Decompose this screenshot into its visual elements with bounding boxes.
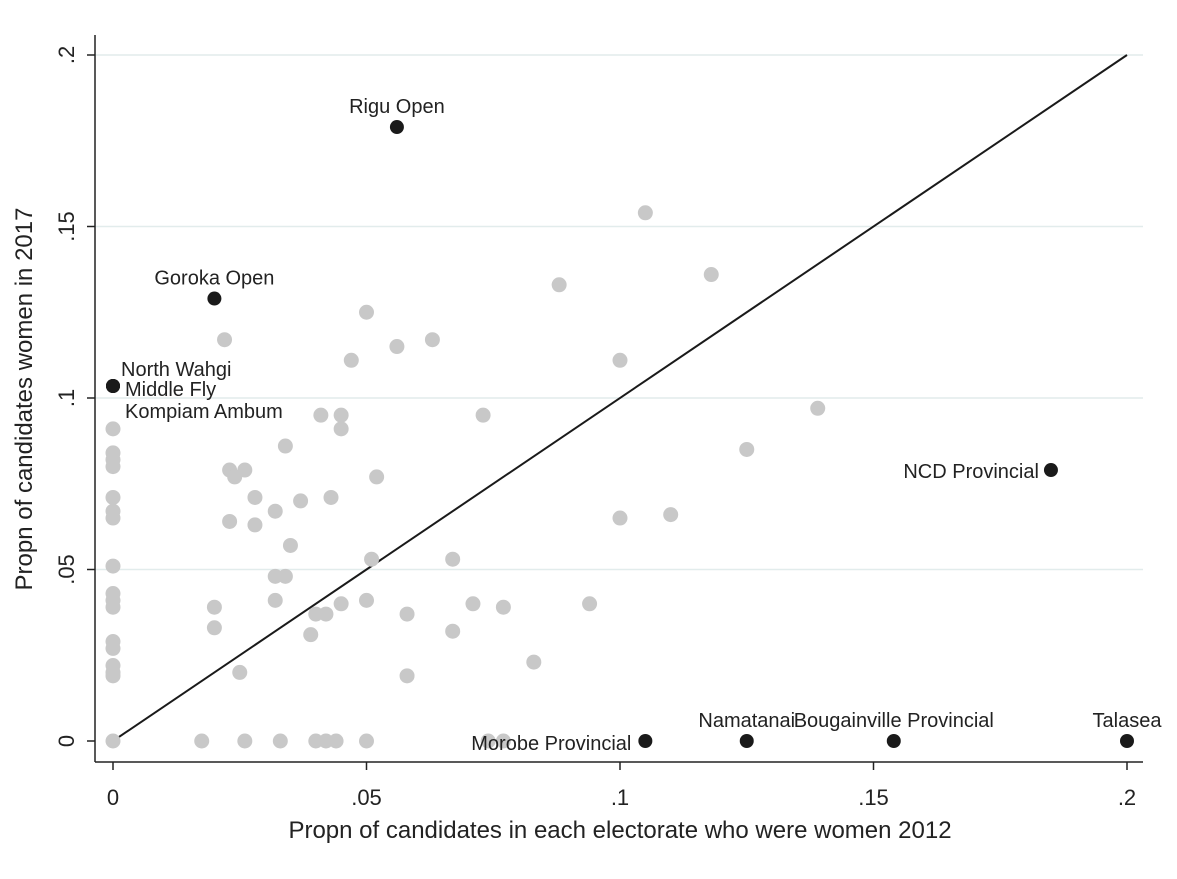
point-label-middle-fly: Middle Fly [125,379,216,401]
data-point-41 [318,606,334,622]
data-point-48 [343,352,359,368]
labeled-point-rigu-open [389,120,404,135]
data-point-66 [551,277,567,293]
point-label-rigu-open: Rigu Open [349,96,445,118]
data-point-55 [399,606,415,622]
x-axis-title: Propn of candidates in each electorate w… [288,817,951,844]
points-group [105,120,1134,749]
data-point-37 [303,627,319,643]
data-point-73 [739,441,755,457]
data-point-22 [222,513,238,529]
data-point-6 [105,510,121,526]
data-point-43 [323,489,339,505]
data-point-65 [526,654,542,670]
data-point-72 [703,267,719,283]
y-tick-label-2: .1 [54,389,79,407]
data-point-69 [612,510,628,526]
data-point-26 [237,733,253,749]
data-point-50 [359,592,374,608]
data-point-47 [333,596,349,612]
labeled-point-goroka-open [207,291,222,306]
data-point-16 [105,733,121,749]
x-tick-label-1: .05 [351,785,382,810]
data-point-33 [277,438,293,454]
reference-line [112,54,1128,742]
data-point-36 [293,493,309,509]
point-label-namatanai: Namatanai [698,710,795,732]
data-point-59 [445,623,461,639]
point-label-goroka-open: Goroka Open [154,268,274,290]
y-tick-label-4: .2 [54,46,79,64]
data-point-35 [282,537,298,553]
data-point-25 [237,462,253,478]
point-label-ncd-provincial: NCD Provincial [903,461,1039,483]
data-point-12 [105,640,121,656]
labeled-point-ncd-provincial [1043,463,1058,478]
x-tick-label-2: .1 [611,785,629,810]
x-tick-label-3: .15 [858,785,889,810]
data-point-74 [810,400,826,416]
point-label-north-wahgi: North Wahgi [121,359,231,381]
data-point-68 [612,352,628,368]
point-label-talasea: Talasea [1093,710,1163,732]
data-point-40 [313,407,329,423]
x-tick-label-4: .2 [1118,785,1136,810]
y-tick-label-3: .15 [54,211,79,242]
data-point-10 [105,599,121,615]
data-point-24 [232,664,248,680]
data-point-19 [206,620,222,636]
data-point-32 [272,733,288,749]
labeled-point-kompiam-ambum [106,378,120,393]
point-label-morobe-provincial: Morobe Provincial [471,733,631,755]
labeled-point-morobe-provincial [638,734,653,748]
point-label-bougainville-provincial: Bougainville Provincial [794,710,994,732]
data-point-60 [465,596,481,612]
data-point-63 [495,599,511,615]
data-point-67 [582,596,598,612]
labeled-point-namatanai [739,734,754,748]
data-point-70 [637,205,653,221]
data-point-18 [206,599,222,615]
data-point-20 [217,332,233,348]
data-point-45 [333,407,349,423]
data-point-0 [105,421,121,437]
grid-lines [95,54,1143,571]
data-point-28 [247,517,263,533]
data-point-64 [495,733,511,749]
data-point-7 [105,558,121,574]
data-point-15 [105,668,121,684]
data-point-71 [663,507,679,523]
data-point-17 [194,733,210,749]
data-point-27 [247,489,263,505]
data-point-4 [105,489,121,505]
axes: 0 .05 .1 .15 .2 0 .05 .1 .15 .2 [54,35,1143,810]
data-point-31 [267,592,283,608]
data-point-52 [364,551,380,567]
data-point-34 [277,568,293,584]
data-point-62 [480,733,496,749]
data-point-61 [475,407,491,423]
data-point-3 [105,459,121,475]
data-point-56 [399,668,415,684]
data-point-29 [267,503,283,519]
y-axis-title: Propn of candidates women in 2017 [11,208,38,591]
point-label-kompiam-ambum: Kompiam Ambum [125,401,283,423]
labeled-point-bougainville-provincial [886,734,901,748]
labeled-point-talasea [1120,734,1134,748]
data-point-46 [333,421,349,437]
x-tick-label-0: 0 [107,785,119,810]
y-tick-label-0: 0 [54,735,79,747]
data-point-44 [328,733,344,749]
data-point-51 [359,733,374,749]
data-point-54 [389,339,405,355]
data-point-53 [369,469,385,485]
reference-line-group [112,54,1128,742]
data-point-58 [445,551,461,567]
y-tick-label-1: .05 [54,554,79,585]
data-point-49 [359,304,374,320]
data-point-57 [424,332,440,348]
